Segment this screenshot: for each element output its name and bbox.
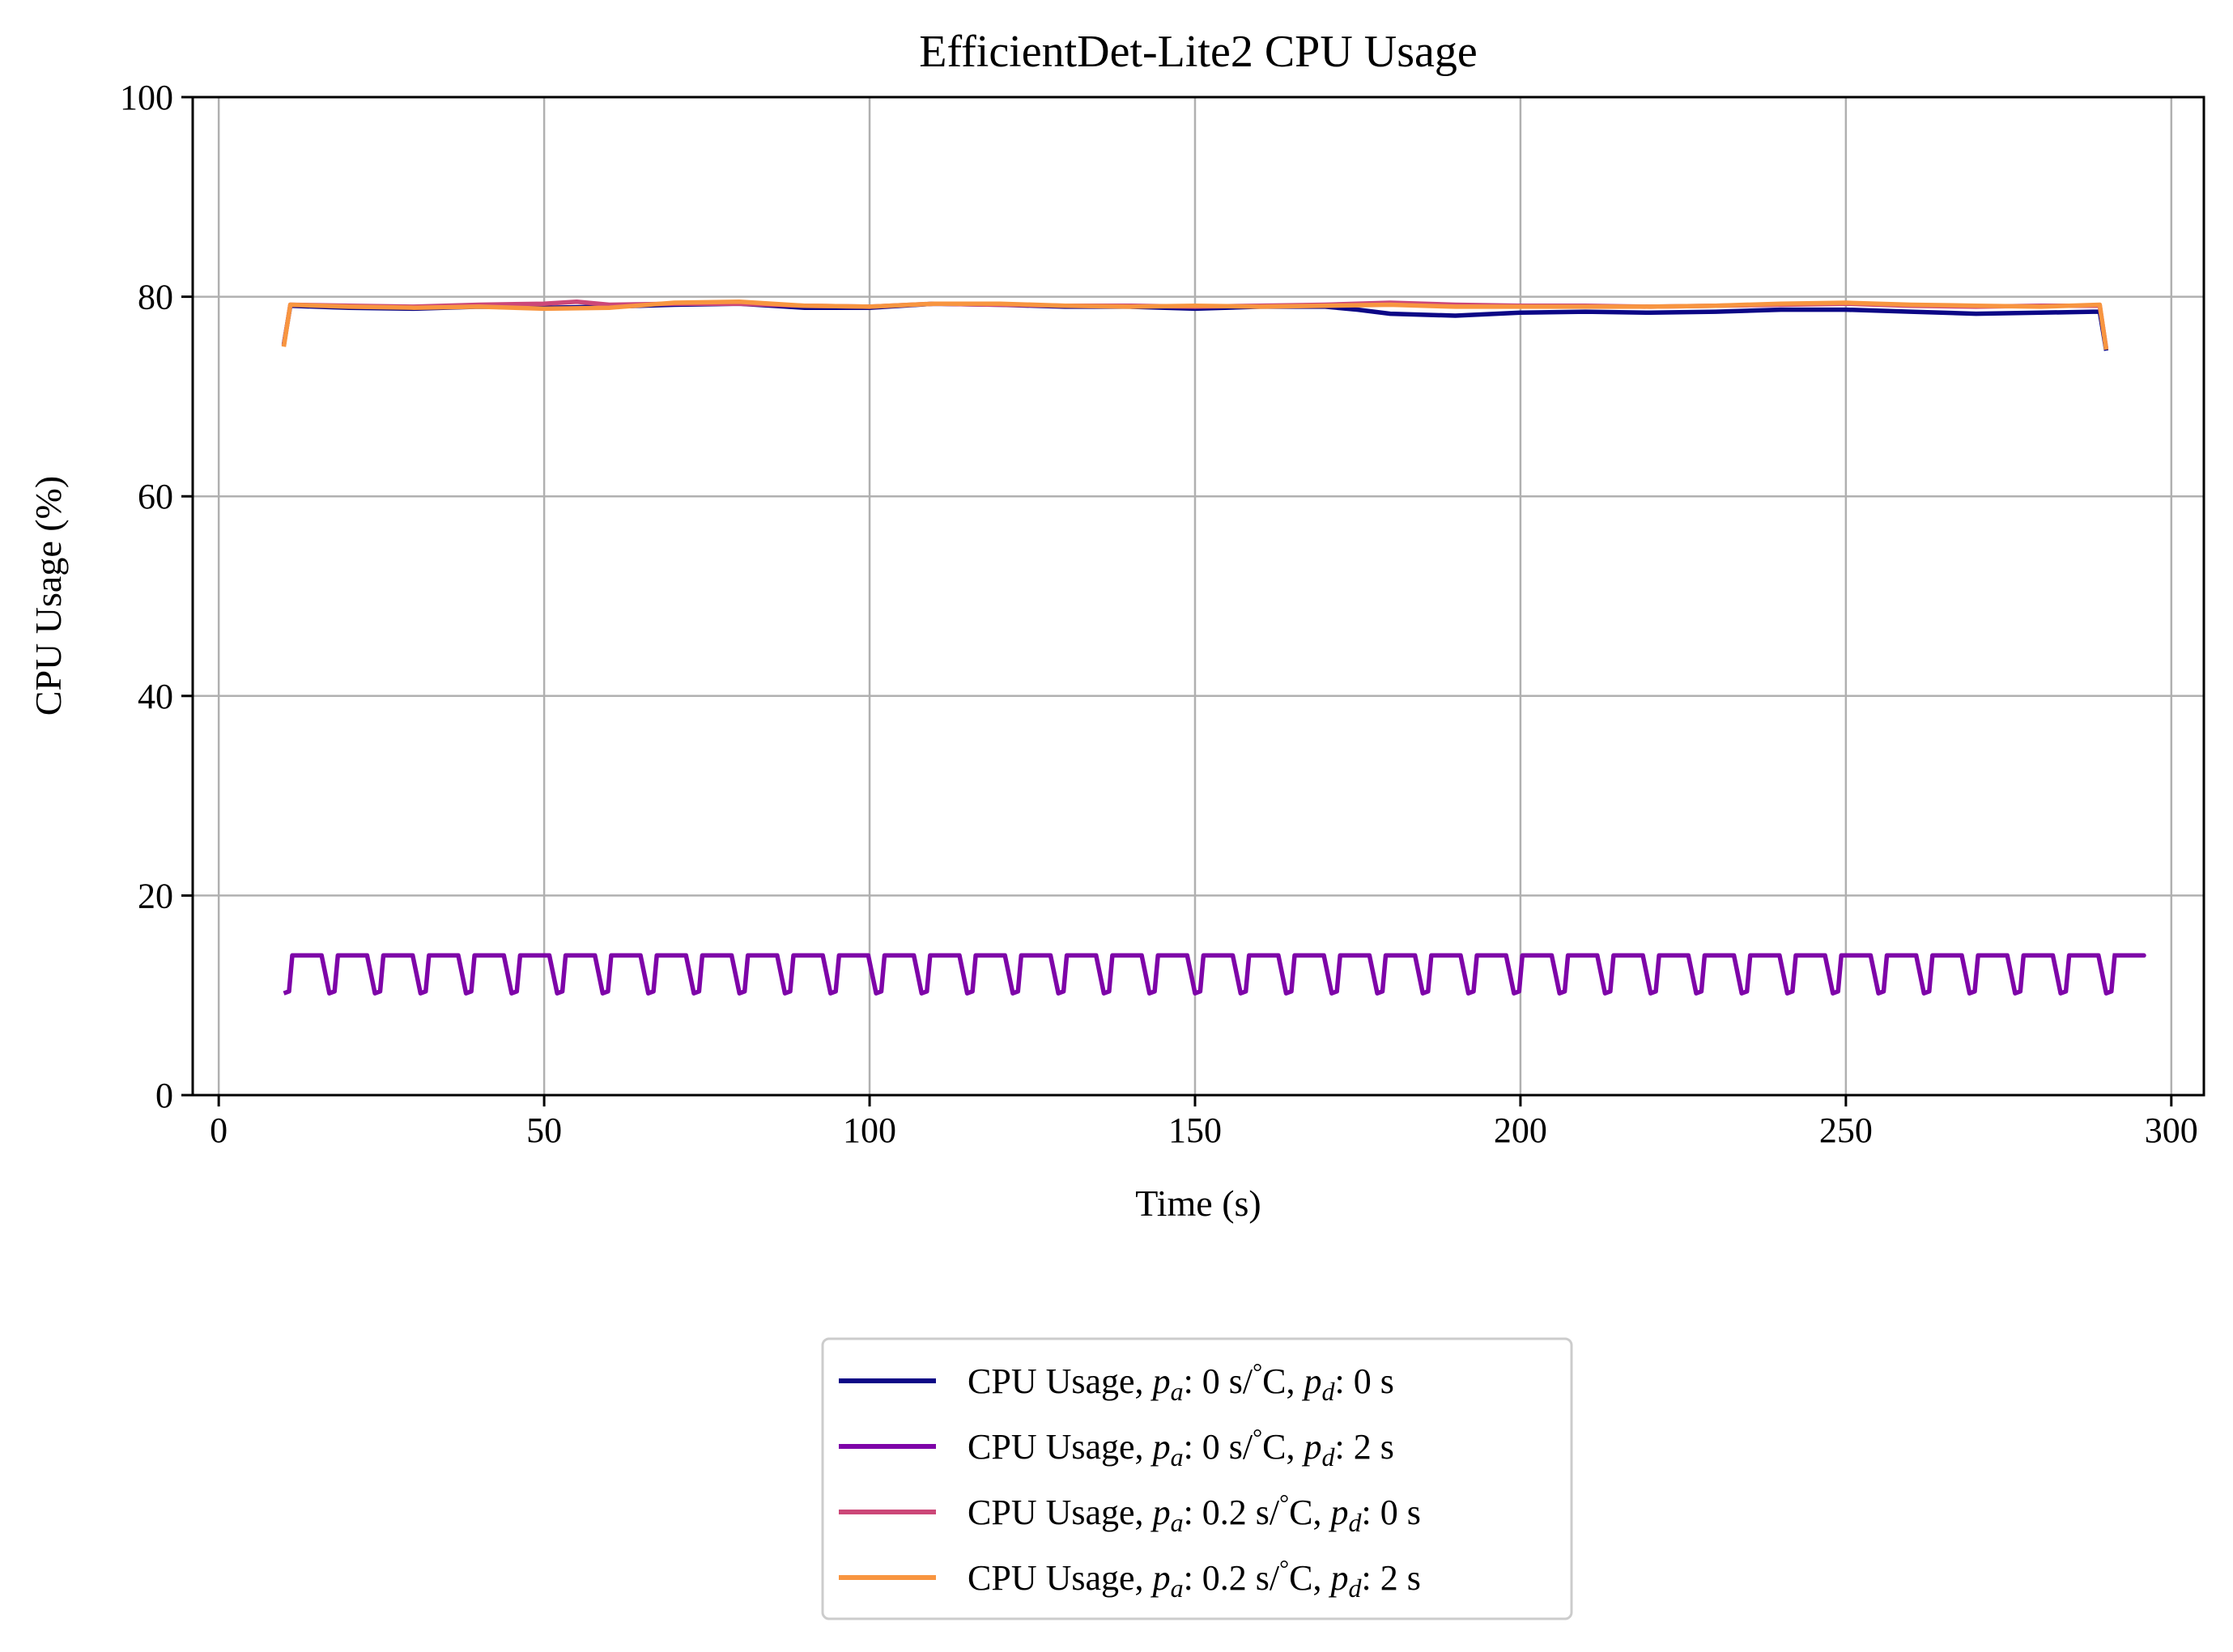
x-tick-label: 150: [1168, 1111, 1222, 1150]
x-tick-label: 100: [843, 1111, 896, 1150]
x-tick-label: 0: [210, 1111, 228, 1150]
y-tick-label: 100: [120, 78, 173, 117]
x-tick-label: 50: [526, 1111, 562, 1150]
legend-label-4: CPU Usage, pa: 0.2 s/°C, pd: 2 s: [968, 1556, 1421, 1603]
plot-frame: [191, 96, 2205, 1097]
y-axis: 0 20 40 60 80 100: [120, 78, 193, 1115]
series-line-4: [281, 299, 2109, 350]
x-tick-label: 250: [1819, 1111, 1873, 1150]
legend-label-1: CPU Usage, pa: 0 s/°C, pd: 0 s: [968, 1359, 1394, 1406]
series-line-2: [283, 953, 2146, 996]
y-tick-label: 40: [138, 677, 173, 716]
x-tick-label: 200: [1494, 1111, 1547, 1150]
y-tick-label: 0: [155, 1076, 173, 1115]
x-axis-label: Time (s): [1135, 1183, 1261, 1224]
y-tick-label: 20: [138, 876, 173, 915]
legend-label-2: CPU Usage, pa: 0 s/°C, pd: 2 s: [968, 1425, 1394, 1472]
y-tick-label: 60: [138, 477, 173, 516]
y-tick-label: 80: [138, 278, 173, 317]
x-tick-label: 300: [2145, 1111, 2198, 1150]
x-axis: 0 50 100 150 200 250 300: [210, 1095, 2198, 1150]
chart-title: EfficientDet-Lite2 CPU Usage: [919, 27, 1477, 77]
y-axis-label: CPU Usage (%): [28, 476, 69, 716]
series-lines: [281, 299, 2146, 996]
legend: CPU Usage, pa: 0 s/°C, pd: 0 s CPU Usage,…: [821, 1337, 1573, 1620]
legend-label-3: CPU Usage, pa: 0.2 s/°C, pd: 0 s: [968, 1490, 1421, 1537]
legend-box: [821, 1337, 1573, 1620]
